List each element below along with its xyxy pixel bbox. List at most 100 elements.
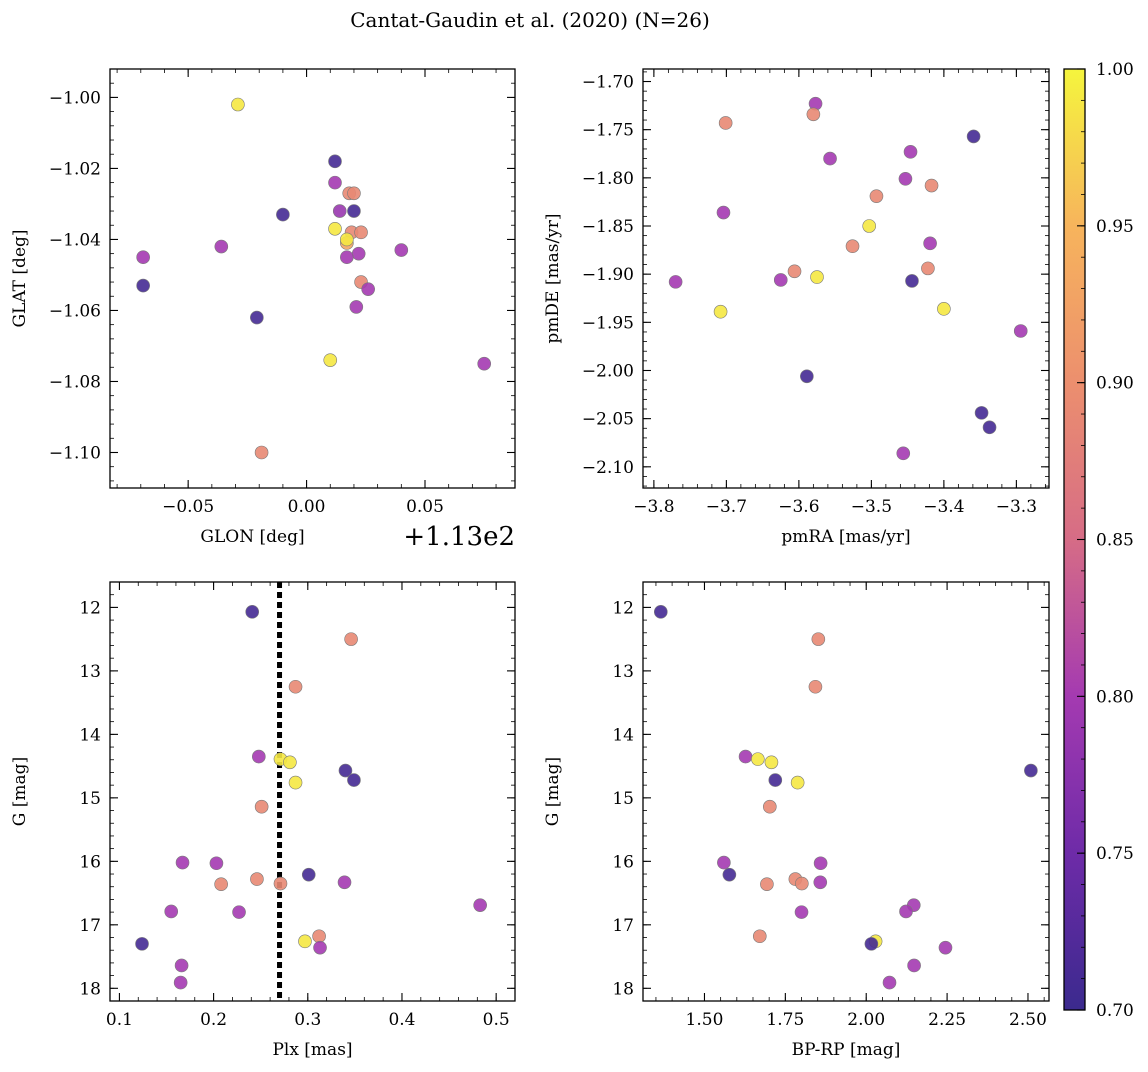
data-point bbox=[718, 116, 733, 130]
y-tick-label: −2.05 bbox=[582, 410, 634, 430]
data-point bbox=[773, 273, 788, 287]
data-point bbox=[250, 310, 264, 325]
data-point bbox=[214, 239, 229, 254]
data-point bbox=[254, 445, 269, 460]
data-point bbox=[477, 356, 492, 371]
y-tick-label: 14 bbox=[79, 725, 101, 745]
axes-frame bbox=[109, 68, 516, 489]
figure-title: Cantat-Gaudin et al. (2020) (N=26) bbox=[350, 8, 710, 32]
axes-frame bbox=[642, 68, 1050, 489]
data-point bbox=[738, 749, 753, 764]
x-tick-label: 1.75 bbox=[766, 1010, 804, 1030]
y-tick-label: −1.70 bbox=[582, 73, 634, 93]
data-point bbox=[752, 929, 767, 944]
data-point bbox=[340, 250, 354, 264]
data-point bbox=[288, 775, 303, 790]
data-point bbox=[254, 799, 269, 814]
data-point bbox=[250, 872, 264, 886]
x-tick-label: 0.5 bbox=[483, 1010, 510, 1030]
data-point bbox=[810, 270, 824, 284]
data-point bbox=[347, 204, 361, 218]
x-axis-label: Plx [mas] bbox=[272, 1040, 352, 1060]
y-tick-label: 14 bbox=[612, 725, 634, 745]
y-tick-label: 12 bbox=[79, 598, 101, 618]
data-point bbox=[722, 867, 737, 882]
data-point bbox=[1013, 324, 1028, 338]
y-tick-label: −1.06 bbox=[49, 301, 101, 321]
colorbar-tick-label: 1.00 bbox=[1096, 60, 1134, 80]
data-point bbox=[653, 605, 668, 619]
x-tick-label: −3.4 bbox=[923, 497, 964, 517]
data-point bbox=[764, 755, 779, 770]
data-point bbox=[347, 773, 361, 787]
x-tick-label: 0.1 bbox=[106, 1010, 133, 1030]
data-point bbox=[795, 876, 809, 891]
x-tick-label: 0.4 bbox=[388, 1010, 415, 1030]
data-point bbox=[173, 975, 188, 990]
data-point bbox=[351, 246, 366, 261]
data-point bbox=[864, 937, 879, 951]
y-tick-label: 15 bbox=[79, 789, 101, 809]
data-point bbox=[823, 151, 837, 166]
y-tick-label: 13 bbox=[612, 662, 634, 682]
data-point bbox=[175, 855, 190, 870]
colorbar-tick-label: 0.90 bbox=[1096, 374, 1134, 394]
y-tick-label: 16 bbox=[79, 852, 101, 872]
x-tick-label: −3.7 bbox=[706, 497, 747, 517]
y-tick-label: −1.95 bbox=[582, 313, 634, 333]
colorbar-tick-label: 0.80 bbox=[1096, 687, 1134, 707]
data-point bbox=[174, 958, 189, 973]
y-tick-label: −1.90 bbox=[582, 265, 634, 285]
y-tick-label: 17 bbox=[79, 916, 101, 936]
data-point bbox=[1024, 763, 1038, 778]
data-point bbox=[347, 186, 361, 201]
data-point bbox=[323, 353, 338, 367]
data-point bbox=[938, 940, 953, 955]
data-point bbox=[298, 934, 312, 949]
y-tick-label: 12 bbox=[612, 598, 634, 618]
panel-plx-g: 0.1 0.2 0.3 0.4 0.5 12 13 14 15 16 17 18 Plx [mas] G … bbox=[10, 581, 516, 1060]
data-point bbox=[869, 189, 884, 203]
data-point bbox=[787, 264, 802, 279]
x-tick-label: −3.3 bbox=[996, 497, 1037, 517]
data-point bbox=[328, 175, 342, 190]
x-tick-label: 1.50 bbox=[686, 1010, 724, 1030]
data-point bbox=[974, 406, 989, 420]
data-point bbox=[340, 232, 354, 247]
x-tick-label: 0.00 bbox=[288, 497, 326, 517]
data-point bbox=[813, 856, 828, 871]
data-point bbox=[924, 178, 939, 193]
data-point bbox=[332, 204, 347, 218]
y-axis-label: G [mag] bbox=[10, 757, 30, 826]
colorbar-tick-label: 0.70 bbox=[1096, 1001, 1134, 1021]
panel-color-mag: 1.50 1.75 2.00 2.25 2.50 12 13 14 15 16 17 18 BP-RP … bbox=[543, 581, 1050, 1060]
x-axis-label: pmRA [mas/yr] bbox=[781, 527, 910, 547]
data-point bbox=[806, 107, 821, 122]
data-point bbox=[328, 221, 342, 236]
y-tick-label: 17 bbox=[612, 916, 634, 936]
data-point bbox=[882, 975, 897, 990]
data-point bbox=[276, 207, 290, 222]
x-tick-label: −3.6 bbox=[778, 497, 819, 517]
data-point bbox=[338, 763, 353, 778]
panel-pm: −3.8 −3.7 −3.6 −3.5 −3.4 −3.3 −2.10 −2.05 −2.00 −… bbox=[543, 68, 1050, 547]
data-point bbox=[214, 877, 228, 891]
y-tick-label: −1.00 bbox=[49, 88, 101, 108]
x-tick-label: −3.5 bbox=[851, 497, 892, 517]
data-point bbox=[354, 225, 368, 240]
y-tick-label: −1.02 bbox=[49, 159, 101, 179]
y-tick-label: −1.04 bbox=[49, 230, 101, 250]
data-point bbox=[760, 877, 774, 891]
data-point bbox=[845, 239, 860, 254]
x-tick-label: 2.25 bbox=[928, 1010, 966, 1030]
x-tick-label: −0.05 bbox=[162, 497, 214, 517]
x-axis-label: GLON [deg] bbox=[200, 527, 304, 547]
colorbar: 0.70 0.75 0.80 0.85 0.90 0.95 1.00 bbox=[1063, 60, 1134, 1021]
data-point bbox=[899, 904, 913, 919]
x-tick-label: 0.05 bbox=[406, 497, 444, 517]
data-point bbox=[898, 172, 913, 186]
data-point bbox=[717, 855, 731, 870]
data-point bbox=[337, 875, 352, 890]
data-point bbox=[966, 129, 981, 144]
